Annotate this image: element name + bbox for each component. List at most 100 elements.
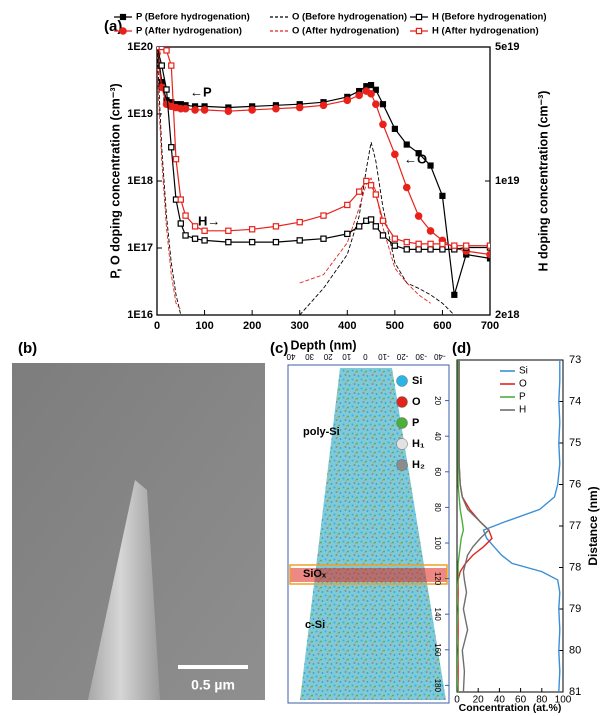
marker <box>391 242 399 249</box>
marker <box>163 47 170 54</box>
series-line <box>157 47 455 315</box>
marker <box>486 242 490 249</box>
marker <box>372 86 379 93</box>
marker <box>415 27 423 35</box>
profile-line <box>457 360 465 692</box>
legend-label: P (Before hydrogenation) <box>136 12 250 23</box>
marker <box>158 47 165 51</box>
marker <box>201 237 208 244</box>
marker <box>372 223 380 230</box>
top-tick-label: 40 <box>286 352 295 361</box>
legend-dot <box>396 417 408 429</box>
legend-label: P <box>412 417 419 429</box>
region-label: poly-Si <box>303 426 340 438</box>
top-tick-label: -40 <box>433 352 445 361</box>
marker <box>248 226 256 233</box>
y-tick-label: 1E16 <box>127 309 153 321</box>
legend-label: O (After hydrogenation) <box>292 26 399 37</box>
marker <box>224 107 233 116</box>
marker <box>415 246 422 253</box>
marker <box>403 141 410 148</box>
x-axis-title: Depth (nm) <box>291 338 357 352</box>
annotation: ←P <box>190 84 212 99</box>
y2-tick-label: 5e19 <box>495 41 519 53</box>
top-tick-label: 20 <box>323 352 332 361</box>
marker <box>320 212 327 219</box>
x-tick-label: 600 <box>433 320 451 332</box>
x-tick-label: 500 <box>386 320 404 332</box>
distance-tick-label: 80 <box>569 644 581 656</box>
region-label: SiOₓ <box>303 568 327 580</box>
marker <box>367 216 375 223</box>
panel-label: (b) <box>18 340 37 357</box>
series-line <box>157 47 490 250</box>
legend-label: O (Before hydrogenation) <box>292 12 407 23</box>
marker <box>363 177 370 185</box>
side-tick-label: 40 <box>433 432 442 441</box>
legend-label: H₂ <box>412 459 425 471</box>
marker <box>344 230 351 238</box>
marker <box>225 227 232 234</box>
marker <box>272 238 280 246</box>
marker <box>415 240 422 248</box>
distance-tick-label: 81 <box>569 686 581 698</box>
marker <box>248 238 256 246</box>
concentration-axis-title: Concentration (at.%) <box>459 702 562 714</box>
side-tick-label: 120 <box>433 572 442 586</box>
atom-cloud <box>300 368 446 700</box>
annotation: H→ <box>198 213 220 228</box>
profile-line <box>458 360 490 692</box>
distance-tick-label: 79 <box>569 603 581 615</box>
marker <box>355 223 363 230</box>
concentration-tick-label: 60 <box>515 695 527 706</box>
marker <box>402 183 411 192</box>
marker <box>403 238 410 246</box>
y-tick-label: 1E19 <box>127 108 153 120</box>
marker <box>372 191 380 198</box>
marker <box>427 162 434 169</box>
top-tick-label: -10 <box>378 352 390 361</box>
side-tick-label: 80 <box>433 503 442 512</box>
side-tick-label: 20 <box>433 396 442 405</box>
marker <box>182 212 189 219</box>
legend-dot <box>396 438 408 450</box>
marker <box>379 232 387 239</box>
legend-label: Si <box>412 375 422 387</box>
distance-tick-label: 76 <box>569 478 581 490</box>
side-tick-label: 140 <box>433 608 442 622</box>
marker <box>191 235 199 242</box>
marker <box>248 106 256 114</box>
marker <box>182 232 189 239</box>
marker <box>181 104 190 113</box>
marker <box>201 227 208 234</box>
concentration-tick-label: 40 <box>494 695 506 706</box>
marker <box>158 62 165 69</box>
series-line <box>157 47 490 247</box>
legend-label: Si <box>519 366 528 377</box>
marker <box>355 188 363 195</box>
legend-dot <box>396 459 408 471</box>
y2-axis-title: H doping concentration (cm⁻³) <box>536 91 550 272</box>
marker <box>439 240 446 248</box>
marker <box>168 62 175 69</box>
marker <box>427 246 434 253</box>
marker <box>296 237 303 244</box>
concentration-tick-label: 100 <box>555 695 572 706</box>
marker <box>344 201 351 209</box>
marker <box>439 192 446 199</box>
legend-label: H <box>519 405 526 416</box>
plot-area <box>457 360 561 692</box>
marker <box>177 196 184 203</box>
side-tick-label: 160 <box>433 643 442 657</box>
x-tick-label: 400 <box>338 320 356 332</box>
distance-tick-label: 74 <box>569 395 581 407</box>
marker <box>379 120 387 129</box>
marker <box>403 246 410 253</box>
marker <box>486 250 490 259</box>
legend-label: H (Before hydrogenation) <box>432 12 547 23</box>
x-tick-label: 100 <box>195 320 213 332</box>
panel-label: (c) <box>270 340 288 357</box>
legend-label: H (After hydrogenation) <box>432 26 539 37</box>
marker <box>320 235 327 242</box>
scale-bar-label: 0.5 µm <box>191 677 235 693</box>
